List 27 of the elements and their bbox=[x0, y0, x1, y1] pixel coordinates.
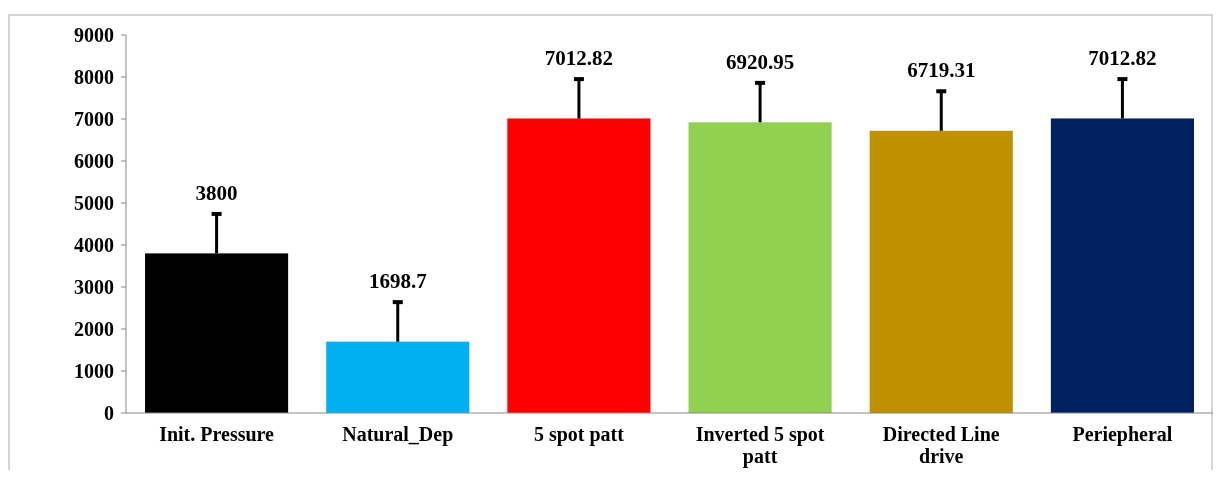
bar bbox=[507, 118, 651, 413]
x-tick-label: Natural_Dep bbox=[342, 423, 454, 446]
data-label: 1698.7 bbox=[368, 269, 427, 294]
y-tick-label: 3000 bbox=[74, 276, 114, 298]
bar bbox=[326, 341, 470, 413]
x-tick-label: Inverted 5 spot patt bbox=[695, 423, 825, 468]
bar bbox=[688, 122, 832, 413]
y-tick-label: 9000 bbox=[74, 24, 114, 46]
y-tick-label: 0 bbox=[104, 402, 114, 424]
y-tick-label: 6000 bbox=[74, 150, 114, 172]
y-tick-label: 7000 bbox=[74, 108, 114, 130]
data-label: 6920.95 bbox=[725, 49, 795, 74]
x-tick-label: Periepheral bbox=[1072, 423, 1173, 446]
y-tick-label: 5000 bbox=[74, 192, 114, 214]
y-tick-label: 4000 bbox=[74, 234, 114, 256]
y-tick-label: 2000 bbox=[74, 318, 114, 340]
x-tick-label: Directed Line drive bbox=[882, 423, 1000, 467]
x-tick-label: 5 spot patt bbox=[533, 423, 625, 446]
y-tick-label: 8000 bbox=[74, 66, 114, 88]
bar bbox=[1050, 118, 1194, 413]
y-tick-label: 1000 bbox=[74, 360, 114, 382]
bar bbox=[869, 130, 1013, 413]
data-label: 3800 bbox=[195, 180, 238, 205]
x-tick-label: Init. Pressure bbox=[159, 423, 275, 445]
data-label: 7012.82 bbox=[1088, 46, 1157, 71]
data-label: 7012.82 bbox=[544, 46, 614, 71]
data-label: 6719.31 bbox=[907, 58, 976, 83]
